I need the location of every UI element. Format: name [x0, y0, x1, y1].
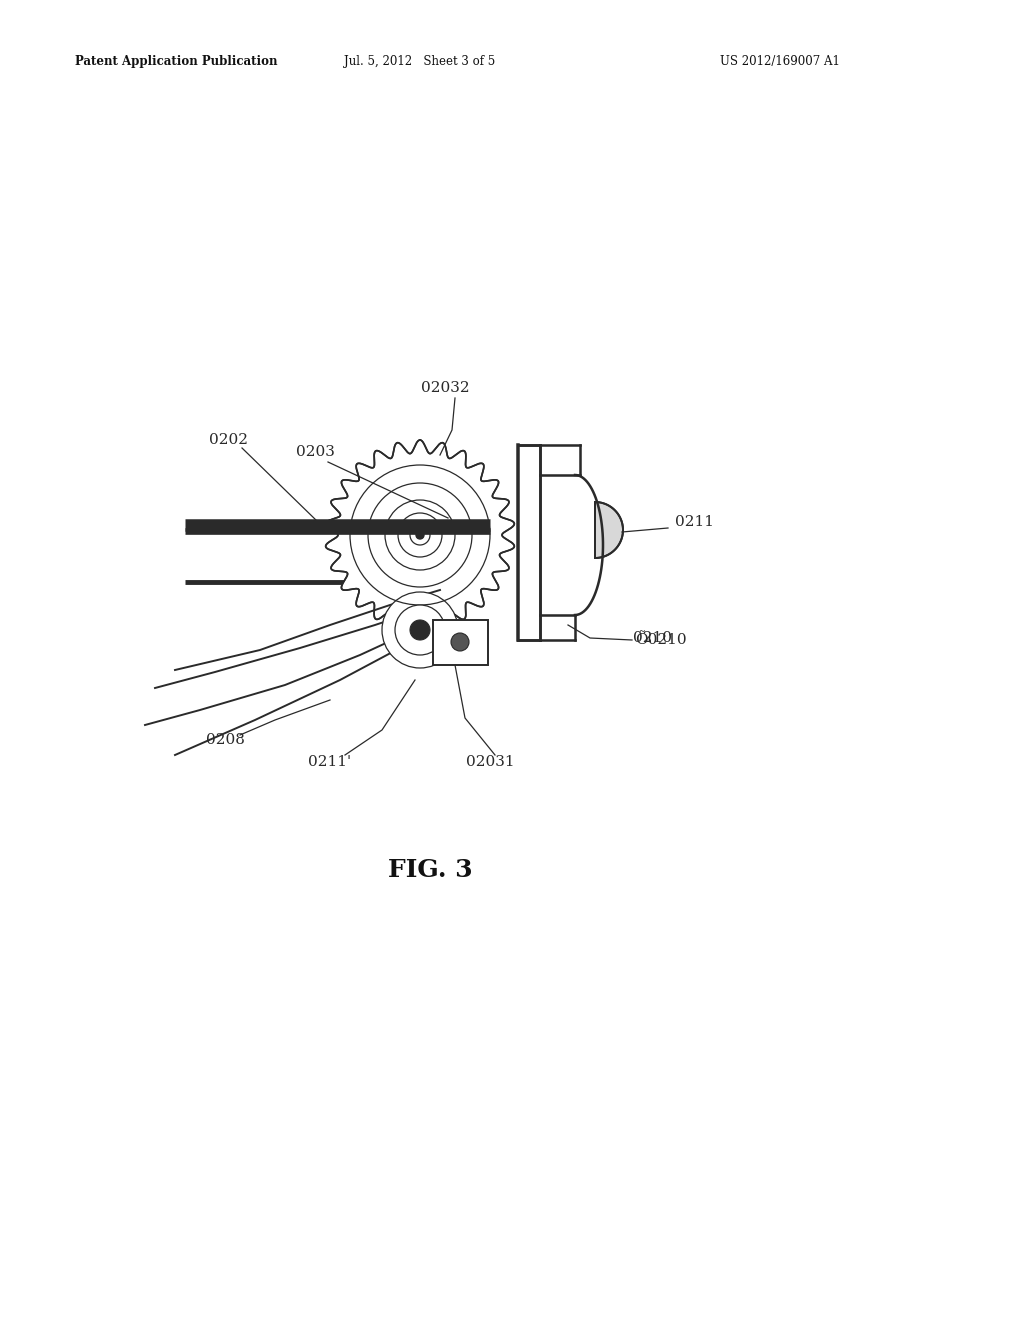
Polygon shape: [595, 502, 623, 558]
Text: 0210: 0210: [633, 631, 672, 645]
Text: 0203: 0203: [296, 445, 335, 459]
Text: US 2012/169007 A1: US 2012/169007 A1: [720, 55, 840, 69]
Circle shape: [410, 620, 430, 640]
Text: FIG. 3: FIG. 3: [388, 858, 472, 882]
Circle shape: [416, 531, 424, 539]
Text: 0211: 0211: [675, 515, 714, 529]
Polygon shape: [326, 440, 514, 630]
Text: 0202: 0202: [209, 433, 248, 447]
Bar: [433, 620, 488, 665]
Text: Patent Application Publication: Patent Application Publication: [75, 55, 278, 69]
Text: 02032: 02032: [421, 381, 469, 395]
Text: 0211': 0211': [308, 755, 351, 770]
Text: 0208: 0208: [206, 733, 245, 747]
Text: Jul. 5, 2012   Sheet 3 of 5: Jul. 5, 2012 Sheet 3 of 5: [344, 55, 496, 69]
Circle shape: [451, 634, 469, 651]
Text: Õ0210: Õ0210: [635, 634, 687, 647]
Circle shape: [395, 605, 445, 655]
Circle shape: [382, 591, 458, 668]
Text: 02031: 02031: [466, 755, 514, 770]
